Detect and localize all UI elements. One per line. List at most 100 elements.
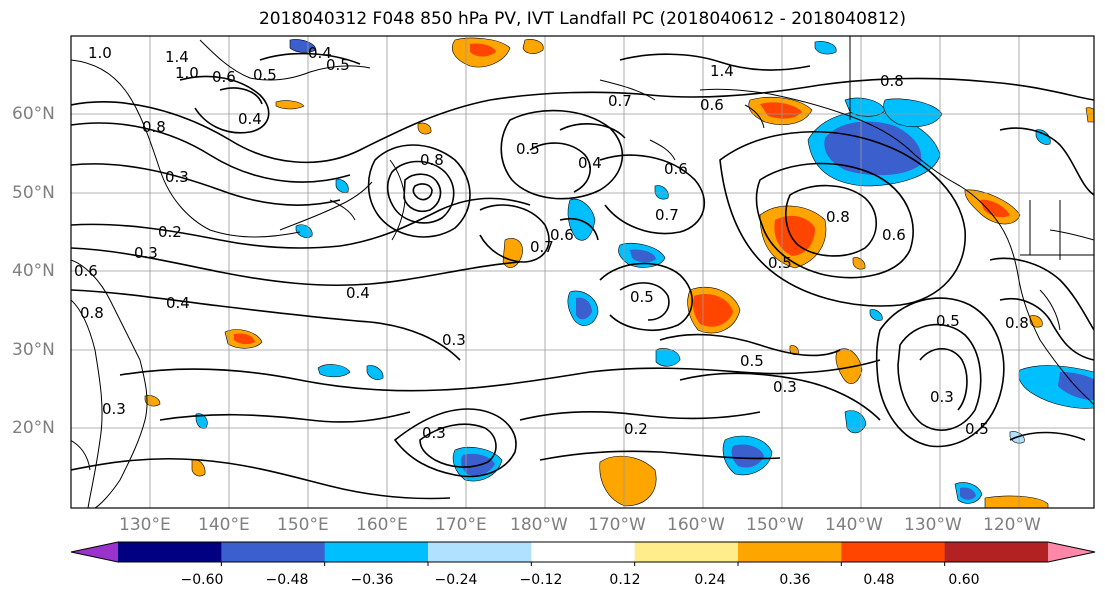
- contour-label: 0.5: [740, 352, 764, 370]
- contour-label: 0.3: [134, 244, 158, 262]
- colorbar: [70, 541, 1096, 566]
- colorbar-tick-label: 0.48: [863, 572, 895, 588]
- contour-label: 0.6: [74, 262, 98, 280]
- latitude-label: 40°N: [12, 261, 55, 281]
- colorbar-tick-label: 0.24: [694, 572, 726, 588]
- negative-anomaly-patch: [567, 290, 599, 326]
- longitude-label: 130°W: [904, 515, 962, 535]
- colorbar-tick-label: −0.24: [434, 572, 478, 588]
- chart-title: 2018040312 F048 850 hPa PV, IVT Landfall…: [258, 9, 906, 29]
- longitude-label: 120°W: [983, 515, 1041, 535]
- negative-anomaly-patch: [567, 198, 596, 241]
- contour-label: 0.8: [142, 118, 166, 136]
- contour-label: 0.8: [1005, 314, 1029, 332]
- contour-label: 0.3: [102, 400, 126, 418]
- latitude-label: 60°N: [12, 104, 55, 124]
- colorbar-tick-label: 0.60: [948, 572, 980, 588]
- contour-label: 0.6: [550, 226, 574, 244]
- longitude-label: 140°W: [825, 515, 883, 535]
- contour-label: 0.3: [165, 168, 189, 186]
- longitude-label: 160°E: [356, 515, 408, 535]
- contour-label: 0.7: [530, 238, 554, 256]
- contour-label: 0.7: [608, 92, 632, 110]
- colorbar-bin: [634, 542, 739, 562]
- contour-label: 0.4: [308, 44, 332, 62]
- colorbar-bin: [531, 542, 636, 562]
- longitude-label: 170°E: [435, 515, 487, 535]
- longitude-label: 160°W: [667, 515, 725, 535]
- contour-label: 0.6: [212, 68, 236, 86]
- colorbar-tick-label: 0.36: [779, 572, 811, 588]
- positive-anomaly-patch: [451, 37, 511, 68]
- contour-labels: 1.0 1.4 1.0 0.6 0.5 0.4 0.5 0.8 0.3 0.2 …: [74, 44, 1029, 442]
- positive-anomaly-patch: [599, 455, 657, 507]
- colorbar-extension-high: [1048, 542, 1095, 562]
- latitude-label: 50°N: [12, 183, 55, 203]
- positive-anomaly-patch: [502, 238, 523, 268]
- negative-anomaly-patch: [618, 242, 666, 268]
- contour-label: 0.5: [768, 254, 792, 272]
- shaded-anomaly-patches: [144, 37, 1094, 508]
- colorbar-tick-label: −0.12: [519, 572, 563, 588]
- contour-label: 0.7: [655, 206, 679, 224]
- contour-label: 0.3: [442, 331, 466, 349]
- positive-anomaly-patch: [522, 39, 544, 54]
- contour-label: 0.8: [80, 304, 104, 322]
- contour-label: 0.4: [346, 284, 370, 302]
- longitude-label: 140°E: [198, 515, 250, 535]
- contour-label: 0.6: [700, 96, 724, 114]
- contour-label: 0.3: [422, 424, 446, 442]
- colorbar-tick-label: 0.12: [609, 572, 641, 588]
- contour-label: 0.6: [882, 226, 906, 244]
- negative-anomaly-patch: [883, 98, 943, 127]
- contour-label: 0.5: [516, 140, 540, 158]
- longitude-label: 150°W: [746, 515, 804, 535]
- colorbar-bin: [221, 542, 326, 562]
- positive-anomaly-patch: [964, 189, 1021, 225]
- map-area: [71, 36, 1094, 508]
- latitude-label: 20°N: [12, 418, 55, 438]
- colorbar-tick-label: −0.60: [180, 572, 224, 588]
- colorbar-bin: [118, 542, 222, 562]
- contour-label: 0.2: [158, 223, 182, 241]
- contour-label: 0.3: [773, 378, 797, 396]
- positive-anomaly-patch: [748, 96, 813, 125]
- contour-label: 0.5: [630, 288, 654, 306]
- colorbar-outline: [70, 541, 1096, 563]
- contour-label: 1.4: [165, 48, 189, 66]
- map-frame: [70, 35, 1095, 509]
- colorbar-bin: [944, 542, 1049, 562]
- contour-label: 0.3: [930, 388, 954, 406]
- contour-label: 0.5: [326, 56, 350, 74]
- pv-contours: [71, 52, 1094, 500]
- positive-anomaly-patch: [835, 348, 863, 384]
- contour-label: 0.5: [253, 66, 277, 84]
- colorbar-tick-label: −0.48: [265, 572, 309, 588]
- longitude-label: 150°E: [277, 515, 329, 535]
- colorbar-tick-label: −0.36: [350, 572, 394, 588]
- contour-label: 0.4: [166, 294, 190, 312]
- coastlines: [71, 36, 1094, 508]
- contour-label: 1.0: [175, 64, 199, 82]
- colorbar-bin: [428, 542, 532, 562]
- colorbar-bin: [324, 542, 429, 562]
- contour-label: 1.0: [88, 44, 112, 62]
- contour-label: 0.8: [420, 151, 444, 169]
- contour-label: 0.6: [664, 160, 688, 178]
- negative-anomaly-patch: [954, 482, 983, 504]
- gridlines: [71, 36, 1094, 508]
- contour-label: 1.4: [710, 62, 734, 80]
- longitude-label: 180°W: [510, 515, 568, 535]
- contour-label: 0.8: [826, 208, 850, 226]
- colorbar-extension-low: [71, 542, 118, 562]
- contour-label: 0.5: [936, 312, 960, 330]
- contour-label: 0.4: [578, 154, 602, 172]
- contour-label: 0.8: [880, 72, 904, 90]
- contour-label: 0.5: [965, 420, 989, 438]
- contour-label: 0.4: [238, 110, 262, 128]
- positive-anomaly-patch: [224, 329, 263, 349]
- contour-label: 0.2: [624, 420, 648, 438]
- colorbar-bin: [738, 542, 842, 562]
- longitude-label: 170°W: [588, 515, 646, 535]
